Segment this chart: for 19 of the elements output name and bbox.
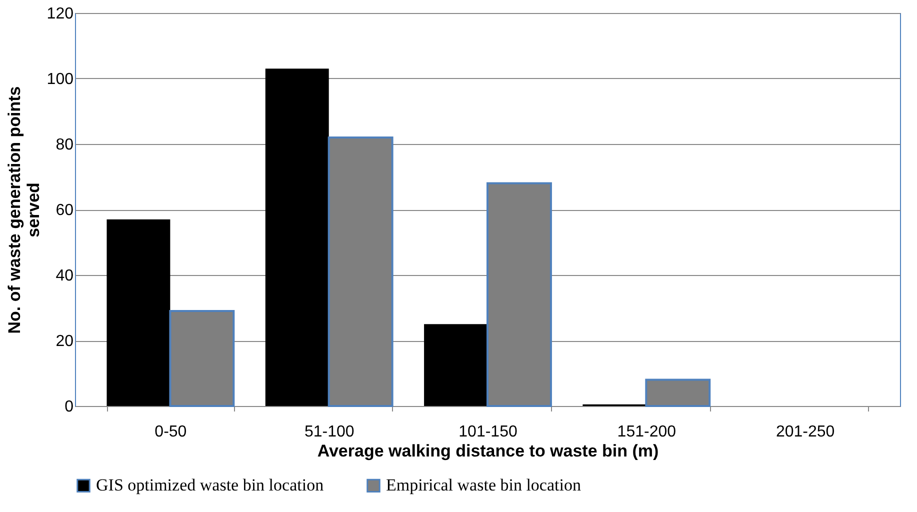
x-axis-title: Average walking distance to waste bin (m) [317,442,659,460]
x-tick-label: 101-150 [458,424,518,440]
x-tick-label: 51-100 [304,424,354,440]
x-tick-label: 201-250 [776,424,835,440]
y-tick-label: 80 [56,136,74,154]
legend-label: Empirical waste bin location [386,476,582,495]
x-tick-label: 151-200 [617,424,676,440]
legend-label: GIS optimized waste bin location [96,476,324,495]
y-tick-label: 20 [56,333,74,350]
y-tick-label: 40 [56,268,74,284]
y-tick-label: 120 [46,6,74,22]
x-tick-label: 0-50 [154,424,187,440]
bar [424,324,488,406]
y-axis-title: No. of waste generation points served [4,86,43,334]
y-tick-label: 60 [56,202,74,219]
bar [106,219,170,406]
bar [265,68,329,406]
y-tick-label: 100 [46,71,74,88]
y-tick-label: 0 [64,398,74,416]
